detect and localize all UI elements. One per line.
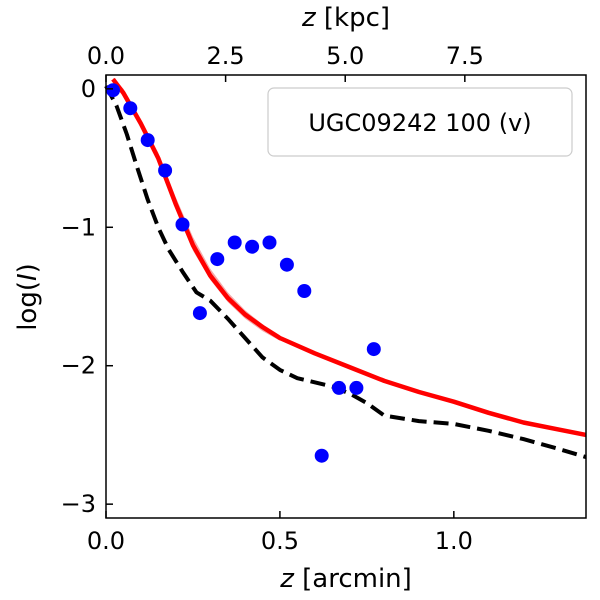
plot-frame <box>105 74 587 519</box>
data-point <box>210 252 225 267</box>
data-point <box>158 163 173 178</box>
x-tick-label: 0.0 <box>87 527 125 555</box>
top-axis-title: z [kpc] <box>301 3 390 33</box>
data-point <box>314 448 329 463</box>
data-point <box>192 306 207 321</box>
data-point <box>245 239 260 254</box>
y-tick-label: −2 <box>61 352 96 380</box>
data-point <box>123 101 138 116</box>
x-axis-title: z [arcmin] <box>279 564 412 594</box>
x-tick-label: 1.0 <box>435 527 473 555</box>
data-point <box>175 217 190 232</box>
top-tick-label: 0.0 <box>87 42 125 70</box>
tick-layer: 0.0 0.5 1.0 0 −1 −2 −3 0.0 2.5 5.0 7.5 <box>61 42 484 555</box>
data-point <box>227 235 242 250</box>
y-tick-label: −3 <box>61 490 96 518</box>
data-point <box>106 83 120 98</box>
legend-box <box>267 87 573 157</box>
data-point <box>262 235 277 250</box>
data-point <box>279 257 294 272</box>
point-layer <box>106 83 381 463</box>
legend-label: UGC09242 100 (v) <box>308 109 531 137</box>
top-tick-label: 2.5 <box>207 42 245 70</box>
y-tick-label: 0 <box>81 75 96 103</box>
top-tick-label: 7.5 <box>446 42 484 70</box>
data-point <box>332 380 346 395</box>
series-psf <box>104 85 587 460</box>
legend: UGC09242 100 (v) <box>267 87 573 157</box>
y-tick-label: −1 <box>61 213 96 241</box>
data-point <box>297 284 312 298</box>
data-point <box>366 342 381 357</box>
data-point <box>140 133 155 148</box>
data-point <box>349 380 364 395</box>
y-axis-title: log(I) <box>13 263 43 331</box>
x-tick-label: 0.5 <box>261 527 299 555</box>
top-tick-label: 5.0 <box>326 42 364 70</box>
